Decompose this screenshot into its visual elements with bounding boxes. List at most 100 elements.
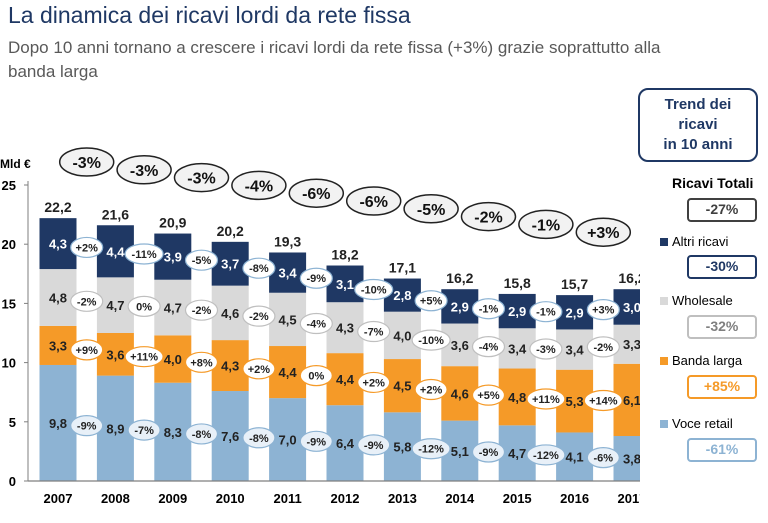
total-change-oval bbox=[403, 194, 459, 224]
change-label: +9% bbox=[76, 345, 99, 357]
change-label: -4% bbox=[479, 342, 499, 354]
change-label: +5% bbox=[477, 390, 500, 402]
change-label: -4% bbox=[307, 319, 327, 331]
change-label: -10% bbox=[418, 335, 444, 347]
x-tick-label: 2016 bbox=[560, 491, 589, 506]
bar-segment bbox=[39, 218, 77, 270]
total-change-oval bbox=[345, 186, 402, 216]
bar-value-label: 3,9 bbox=[164, 250, 182, 265]
bar-value-label: 3,3 bbox=[49, 338, 67, 353]
change-label: -1% bbox=[536, 307, 556, 319]
change-oval bbox=[124, 243, 164, 265]
legend-swatch bbox=[660, 238, 668, 246]
bar-value-label: 4,4 bbox=[336, 372, 355, 387]
bar-value-label: 4,4 bbox=[106, 244, 125, 259]
change-label: -6% bbox=[594, 453, 614, 465]
change-oval bbox=[184, 423, 219, 445]
bar-value-label: 6,4 bbox=[336, 436, 355, 451]
x-tick-label: 2014 bbox=[445, 491, 475, 506]
change-label: -2% bbox=[249, 311, 269, 323]
change-oval bbox=[411, 329, 451, 351]
change-label: -8% bbox=[249, 433, 269, 445]
trend-panel-title: Trend dei ricavi in 10 anni bbox=[638, 88, 758, 162]
bar-value-label: 3,6 bbox=[451, 338, 469, 353]
bar-value-label: 8,9 bbox=[106, 421, 124, 436]
change-label: -2% bbox=[594, 342, 614, 354]
change-label: +2% bbox=[248, 364, 271, 376]
bar-segment bbox=[211, 285, 249, 341]
legend-label-voce-retail: Voce retail bbox=[660, 416, 768, 431]
change-oval bbox=[526, 444, 566, 466]
total-label: 22,2 bbox=[44, 199, 71, 215]
x-tick-label: 2011 bbox=[273, 491, 301, 506]
change-oval bbox=[184, 299, 219, 321]
change-label: -8% bbox=[249, 263, 269, 275]
bar-segment bbox=[269, 252, 307, 293]
change-oval bbox=[471, 384, 506, 406]
change-oval bbox=[583, 389, 623, 412]
total-change-oval bbox=[231, 170, 287, 201]
change-oval bbox=[586, 447, 620, 469]
bar-value-label: 2,8 bbox=[393, 288, 411, 303]
change-oval bbox=[184, 249, 219, 271]
total-change-label: +3% bbox=[587, 225, 619, 242]
change-oval bbox=[127, 419, 161, 441]
trend-value-banda-larga: +85% bbox=[687, 375, 757, 399]
total-change-oval bbox=[460, 201, 517, 232]
legend-label-altri-ricavi: Altri ricavi bbox=[660, 234, 768, 249]
bar-value-label: 3,4 bbox=[508, 341, 527, 356]
total-label: 20,9 bbox=[159, 215, 186, 231]
total-label: 19,3 bbox=[274, 233, 301, 249]
change-label: +2% bbox=[363, 377, 386, 389]
bar-value-label: 4,0 bbox=[164, 352, 182, 367]
bar-segment bbox=[326, 353, 364, 406]
change-oval bbox=[242, 257, 276, 279]
total-change-oval bbox=[288, 178, 345, 208]
bar-value-label: 4,6 bbox=[451, 386, 469, 401]
bar-value-label: 4,5 bbox=[393, 379, 411, 394]
bar-value-label: 9,8 bbox=[49, 416, 67, 431]
change-label: -5% bbox=[192, 255, 212, 267]
change-label: -9% bbox=[479, 447, 499, 459]
change-label: +11% bbox=[532, 394, 560, 406]
bar-value-label: 5,1 bbox=[451, 444, 469, 459]
change-oval bbox=[242, 427, 276, 449]
x-tick-label: 2007 bbox=[44, 491, 73, 506]
change-oval bbox=[529, 301, 563, 323]
change-oval bbox=[471, 336, 506, 358]
bar-segment bbox=[383, 359, 421, 413]
change-label: -12% bbox=[418, 444, 444, 456]
bar-segment bbox=[39, 269, 77, 326]
total-change-label: -2% bbox=[474, 210, 502, 227]
bar-segment bbox=[269, 346, 307, 399]
trend-value-wholesale: -32% bbox=[687, 315, 757, 339]
change-label: +2% bbox=[420, 385, 443, 397]
change-oval bbox=[414, 290, 448, 312]
bar-value-label: 4,3 bbox=[221, 359, 239, 374]
change-oval bbox=[299, 365, 333, 387]
bar-value-label: 6,1 bbox=[623, 393, 640, 408]
bar-value-label: 3,4 bbox=[566, 343, 585, 358]
change-oval bbox=[299, 312, 333, 335]
change-oval bbox=[414, 378, 448, 401]
change-oval bbox=[242, 305, 276, 327]
legend-label-banda-larga: Banda larga bbox=[660, 353, 768, 368]
change-label: -2% bbox=[77, 296, 97, 308]
bar-value-label: 2,9 bbox=[451, 299, 469, 314]
bar-segment bbox=[39, 325, 77, 365]
change-label: +8% bbox=[190, 357, 213, 369]
total-change-label: -3% bbox=[130, 163, 158, 180]
total-label: 16,2 bbox=[446, 270, 473, 286]
change-label: -12% bbox=[533, 450, 559, 462]
change-label: +11% bbox=[130, 352, 158, 364]
trend-title-line: ricavi bbox=[678, 116, 718, 133]
bar-value-label: 3,0 bbox=[623, 300, 640, 315]
change-label: -1% bbox=[479, 304, 499, 316]
change-label: -8% bbox=[192, 429, 212, 441]
legend-swatch bbox=[660, 357, 668, 365]
page-title: La dinamica dei ricavi lordi da rete fis… bbox=[8, 2, 411, 28]
bar-value-label: 2,9 bbox=[566, 305, 584, 320]
change-label: -11% bbox=[132, 249, 157, 261]
bar-value-label: 4,3 bbox=[49, 237, 67, 252]
total-change-oval bbox=[116, 155, 172, 185]
